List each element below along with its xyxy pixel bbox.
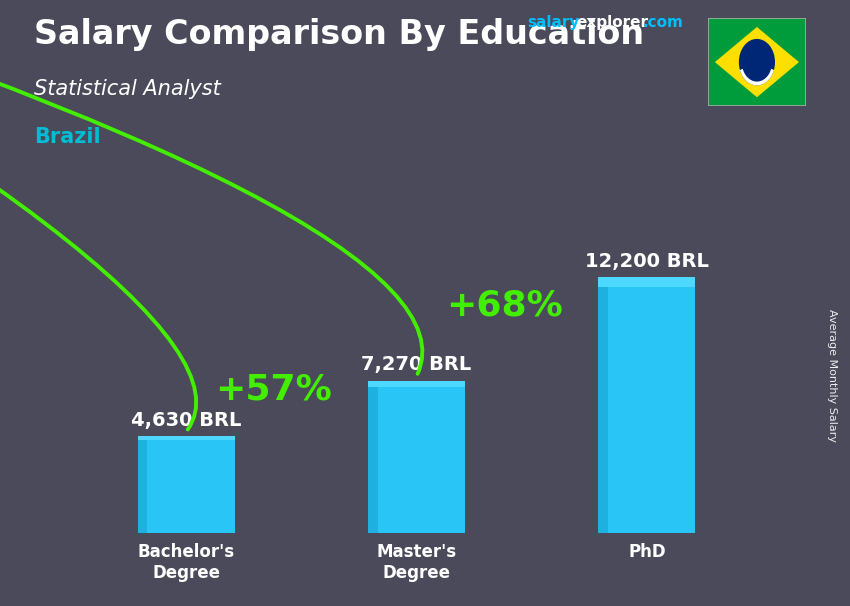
FancyBboxPatch shape <box>368 381 377 533</box>
Text: 4,630 BRL: 4,630 BRL <box>131 411 241 430</box>
Text: Statistical Analyst: Statistical Analyst <box>34 79 221 99</box>
Text: +57%: +57% <box>215 373 332 407</box>
Text: Average Monthly Salary: Average Monthly Salary <box>827 309 837 442</box>
Polygon shape <box>715 27 799 98</box>
Text: 7,270 BRL: 7,270 BRL <box>361 355 472 375</box>
Text: +68%: +68% <box>445 288 563 322</box>
Text: Salary Comparison By Education: Salary Comparison By Education <box>34 18 644 51</box>
FancyBboxPatch shape <box>598 277 608 533</box>
FancyBboxPatch shape <box>138 436 235 440</box>
Text: explorer: explorer <box>576 15 649 30</box>
Text: Brazil: Brazil <box>34 127 100 147</box>
FancyBboxPatch shape <box>138 436 148 533</box>
Text: 12,200 BRL: 12,200 BRL <box>585 251 709 271</box>
FancyBboxPatch shape <box>368 381 465 533</box>
FancyBboxPatch shape <box>138 436 235 533</box>
FancyBboxPatch shape <box>368 381 465 387</box>
Text: salary: salary <box>527 15 580 30</box>
Text: .com: .com <box>643 15 683 30</box>
FancyBboxPatch shape <box>598 277 695 533</box>
Circle shape <box>739 39 775 85</box>
Polygon shape <box>740 68 774 85</box>
FancyBboxPatch shape <box>598 277 695 287</box>
